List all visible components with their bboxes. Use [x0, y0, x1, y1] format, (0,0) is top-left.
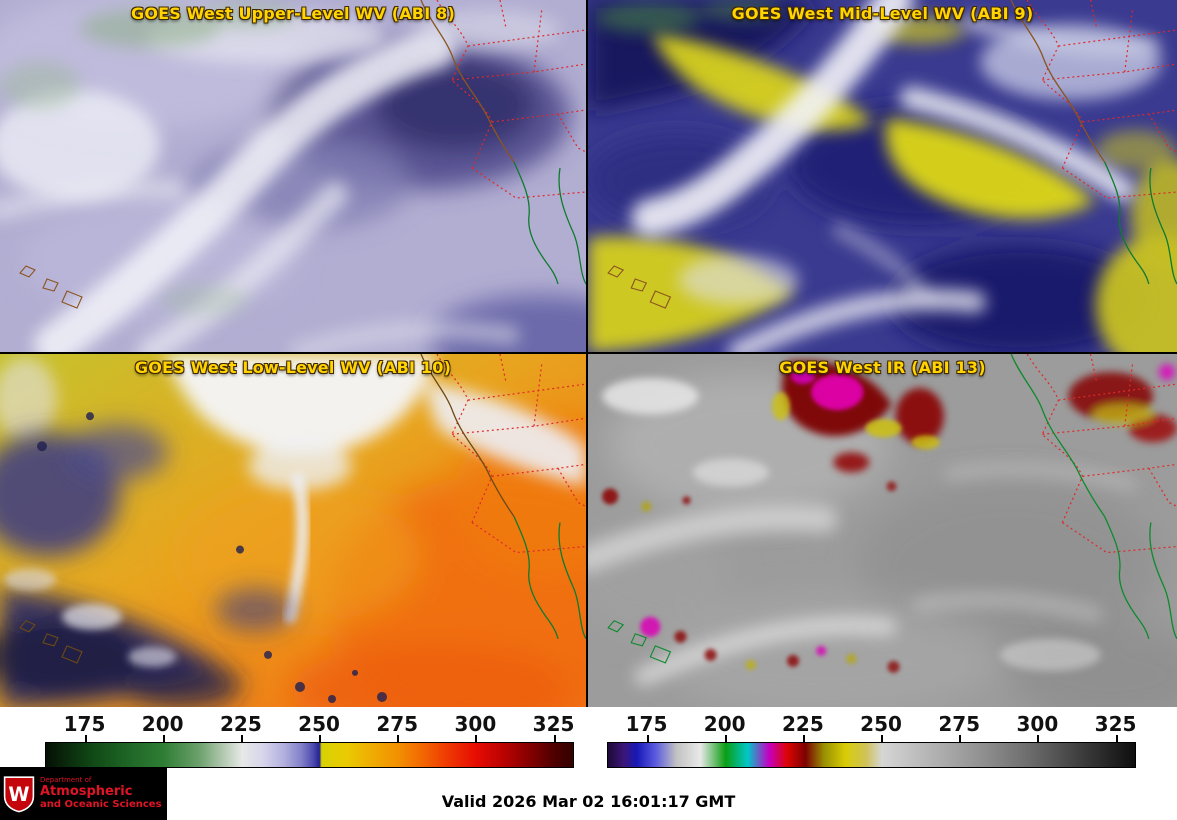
panel-ir: GOES West IR (ABI 13)	[588, 354, 1177, 707]
crest-letter: W	[8, 783, 29, 806]
wv-tick-label: 225	[220, 712, 262, 736]
ir-tick-label: 175	[625, 712, 668, 736]
panel-low-level-wv: GOES West Low-Level WV (ABI 10)	[0, 354, 586, 707]
tick-mark	[881, 735, 884, 743]
panel-title-abi13: GOES West IR (ABI 13)	[779, 358, 986, 377]
logo-dept-line: Department of	[40, 776, 92, 784]
wv-tick-label: 250	[298, 712, 340, 736]
ir-colorbar-labels: 175 200 225 250 275 300 325	[607, 712, 1137, 738]
wv-tick-label: 300	[454, 712, 497, 736]
logo-text: Department of Atmospheric and Oceanic Sc…	[40, 776, 162, 810]
tick-mark	[1115, 735, 1118, 743]
tick-mark	[553, 735, 556, 743]
upper-level-wv-imagery	[0, 0, 586, 352]
tick-mark	[646, 735, 649, 743]
tick-mark	[84, 735, 87, 743]
tick-mark	[724, 735, 727, 743]
wv-colorbar	[45, 735, 574, 768]
logo-name-line1: Atmospheric	[40, 783, 133, 799]
valid-timestamp: Valid 2026 Mar 02 16:01:17 GMT	[441, 792, 736, 811]
ir-tick-label: 325	[1094, 712, 1137, 736]
tick-mark	[240, 735, 243, 743]
mid-level-wv-imagery	[588, 0, 1177, 352]
ir-imagery	[588, 354, 1177, 707]
tick-mark	[475, 735, 478, 743]
panel-mid-level-wv: GOES West Mid-Level WV (ABI 9)	[588, 0, 1177, 352]
tick-mark	[162, 735, 165, 743]
tick-mark	[319, 735, 322, 743]
panel-title-abi10: GOES West Low-Level WV (ABI 10)	[134, 358, 452, 377]
ir-tick-label: 225	[782, 712, 824, 736]
logo-name-line2: and Oceanic Sciences	[40, 798, 162, 810]
ir-tick-label: 300	[1016, 712, 1059, 736]
tick-mark	[1037, 735, 1040, 743]
ir-tick-label: 250	[860, 712, 902, 736]
tick-mark	[397, 735, 400, 743]
panel-title-abi8: GOES West Upper-Level WV (ABI 8)	[131, 4, 455, 23]
panel-title-abi9: GOES West Mid-Level WV (ABI 9)	[731, 4, 1034, 23]
wv-tick-label: 325	[532, 712, 575, 736]
ir-tick-label: 200	[703, 712, 746, 736]
panel-upper-level-wv: GOES West Upper-Level WV (ABI 8)	[0, 0, 586, 352]
wv-tick-label: 175	[63, 712, 106, 736]
ir-colorbar	[607, 735, 1136, 768]
aos-department-logo: W Department of Atmospheric and Oceanic …	[0, 767, 167, 820]
wv-tick-label: 200	[141, 712, 184, 736]
tick-mark	[802, 735, 805, 743]
satellite-panel-grid: GOES West Upper-Level WV (ABI 8)	[0, 0, 1177, 707]
uw-crest-icon: W	[3, 775, 35, 812]
wv-colorbar-labels: 175 200 225 250 275 300 325	[45, 712, 575, 738]
tick-mark	[959, 735, 962, 743]
wv-tick-label: 275	[376, 712, 419, 736]
ir-tick-label: 275	[938, 712, 981, 736]
low-level-wv-imagery	[0, 354, 586, 707]
